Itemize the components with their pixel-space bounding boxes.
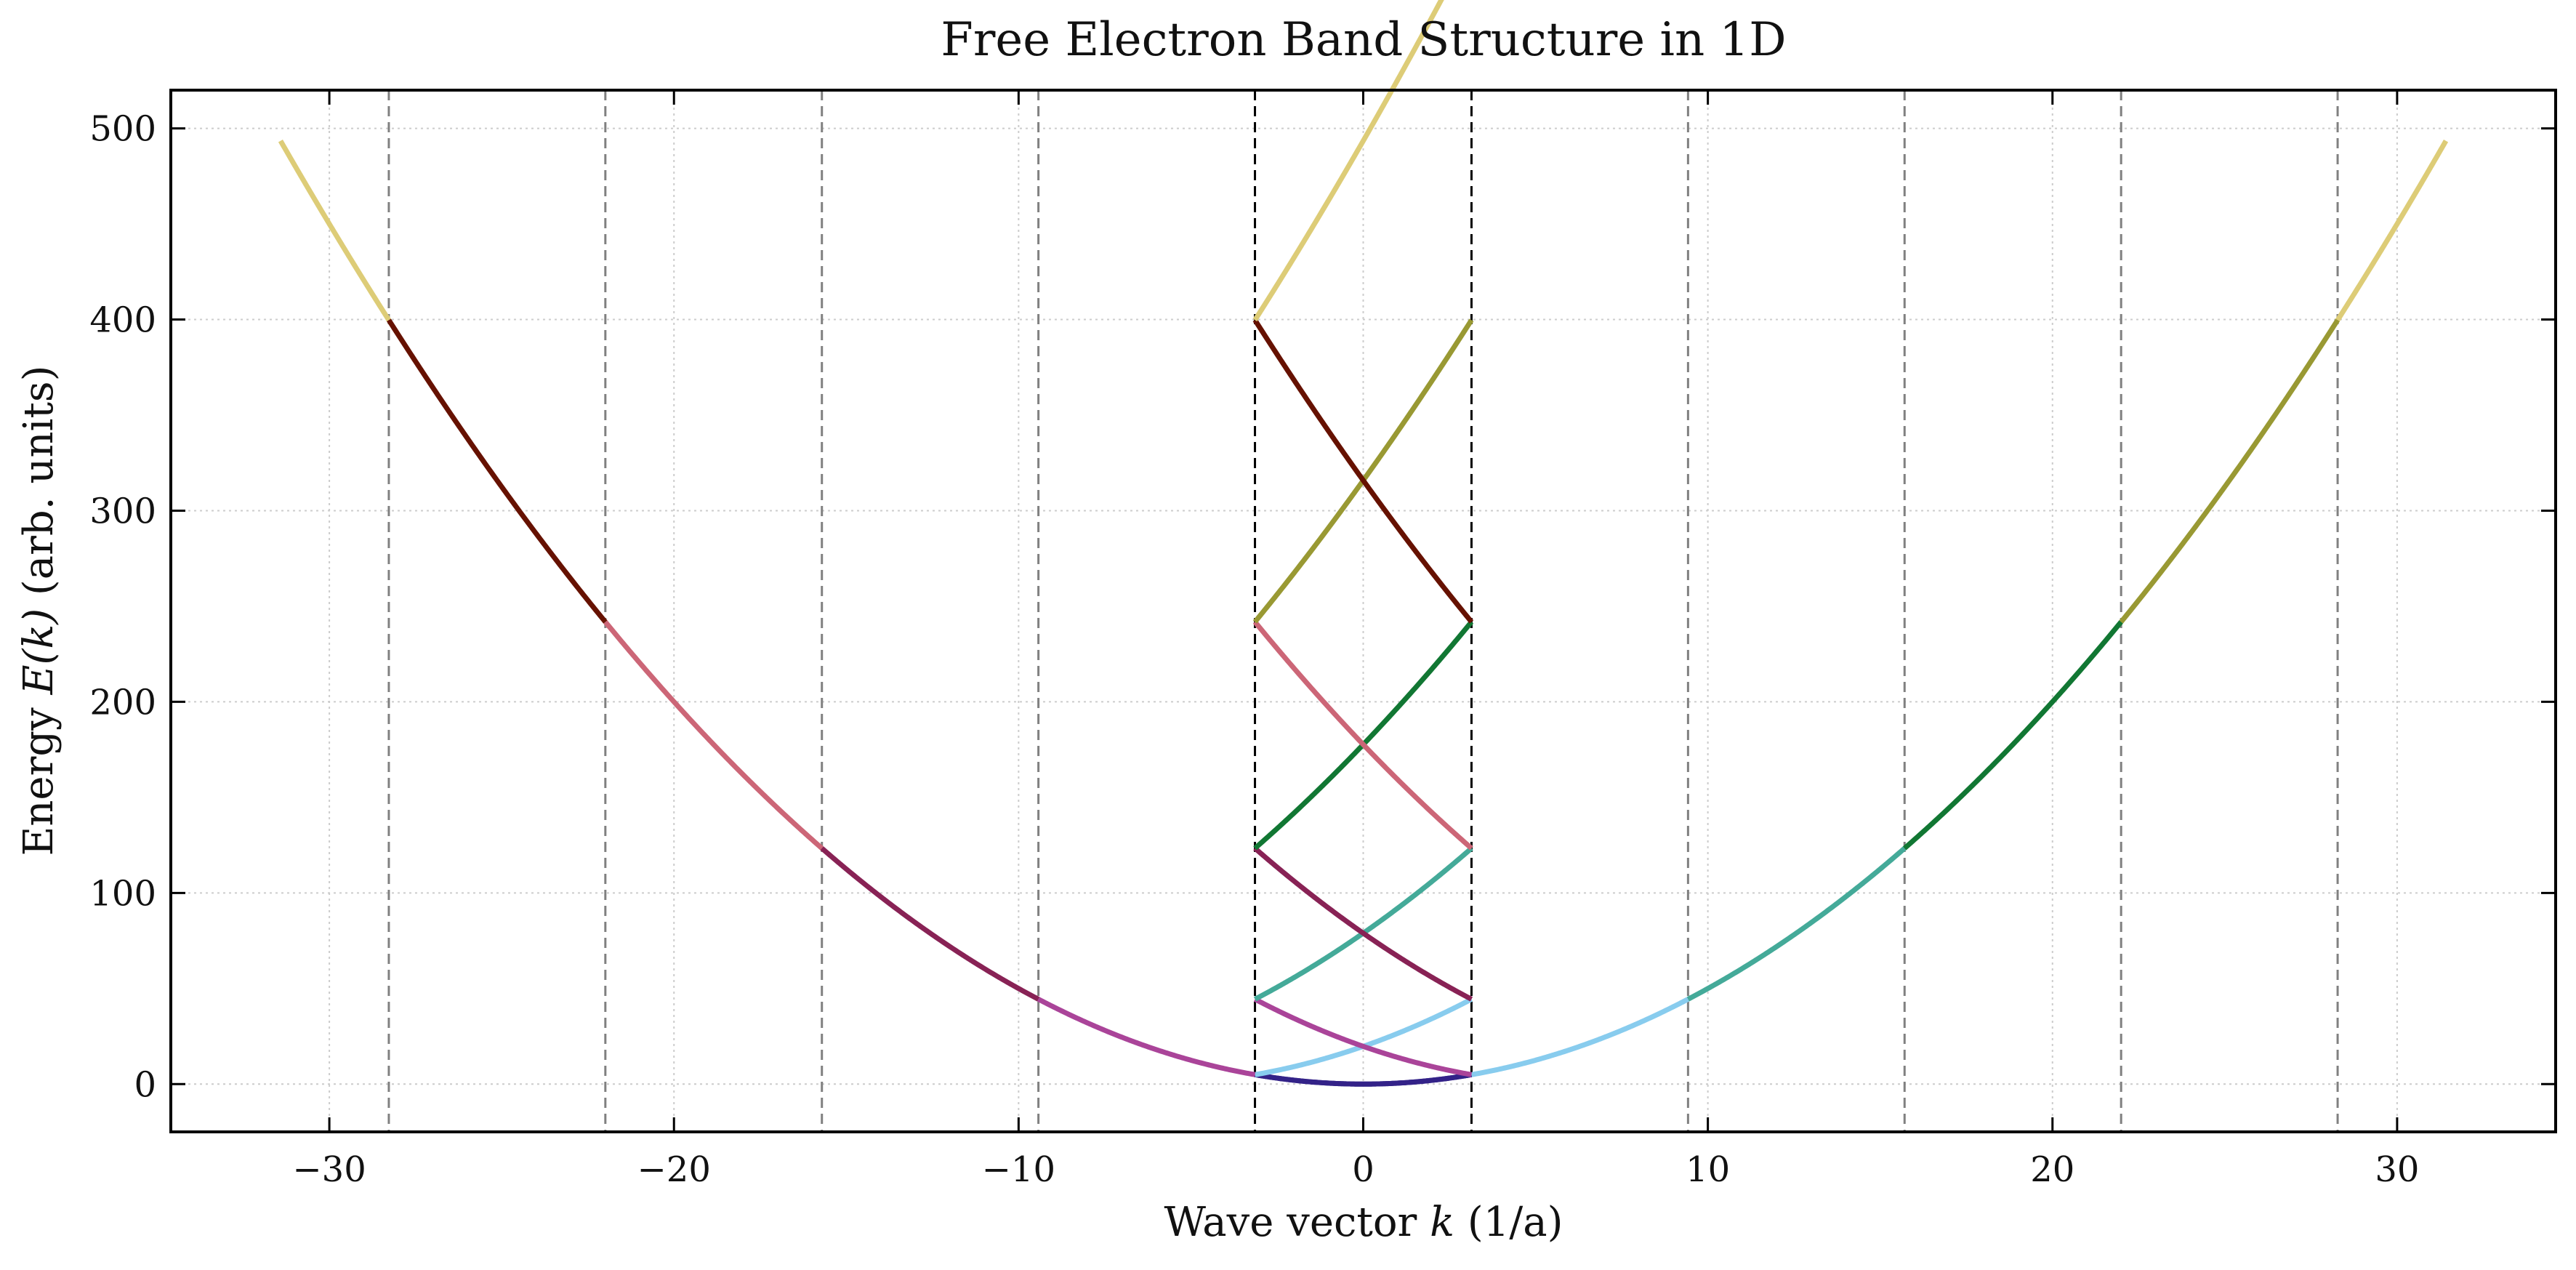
band-7-extended xyxy=(2119,318,2340,624)
x-axis-label-variable: k xyxy=(1430,1199,1454,1246)
x-axis-label-suffix: (1/a) xyxy=(1454,1199,1563,1246)
y-axis-label-variable: E(k) xyxy=(15,608,63,696)
y-axis-label-prefix: Energy xyxy=(15,694,63,856)
band-8-reduced xyxy=(1252,318,1474,624)
x-tick-label: 10 xyxy=(1686,1149,1730,1190)
y-tick-label: 100 xyxy=(89,873,156,914)
y-tick-label: 400 xyxy=(89,300,156,341)
y-axis-label-suffix: (arb. units) xyxy=(15,365,63,608)
band-9-extended xyxy=(278,139,391,322)
band-6-reduced xyxy=(1252,620,1473,851)
y-axis-label: Energy E(k) (arb. units) xyxy=(15,365,63,856)
x-axis-label: Wave vector k (1/a) xyxy=(1164,1199,1563,1246)
x-tick-label: −20 xyxy=(637,1149,711,1190)
band-3-extended xyxy=(1686,846,1907,1002)
band-0-reduced xyxy=(1253,1072,1473,1087)
band-2-extended xyxy=(1037,997,1257,1077)
band-5-extended xyxy=(1902,620,2123,851)
x-tick-label: −10 xyxy=(982,1149,1055,1190)
y-tick-label: 300 xyxy=(89,491,156,531)
band-9-reduced xyxy=(1252,0,1444,322)
grid-layer xyxy=(171,90,2556,1132)
y-tick-label: 0 xyxy=(134,1064,156,1105)
x-tick-label: 30 xyxy=(2375,1149,2419,1190)
zone-boundary-layer xyxy=(387,90,2339,1132)
band-9-extended xyxy=(2335,139,2449,322)
x-tick-label: 0 xyxy=(1352,1149,1374,1190)
band-1-extended xyxy=(1470,997,1690,1077)
x-tick-label: −30 xyxy=(292,1149,366,1190)
y-tick-label: 500 xyxy=(89,109,156,150)
band-6-extended xyxy=(603,620,824,851)
chart-title: Free Electron Band Structure in 1D xyxy=(941,13,1786,67)
band-layer xyxy=(278,0,2449,1087)
y-tick-label: 200 xyxy=(89,682,156,723)
band-4-extended xyxy=(820,846,1040,1002)
x-tick-label: 20 xyxy=(2030,1149,2074,1190)
x-axis-label-prefix: Wave vector xyxy=(1164,1199,1430,1246)
band-4-reduced xyxy=(1253,846,1473,1002)
band-8-extended xyxy=(386,318,608,624)
band-2-reduced xyxy=(1253,997,1473,1077)
